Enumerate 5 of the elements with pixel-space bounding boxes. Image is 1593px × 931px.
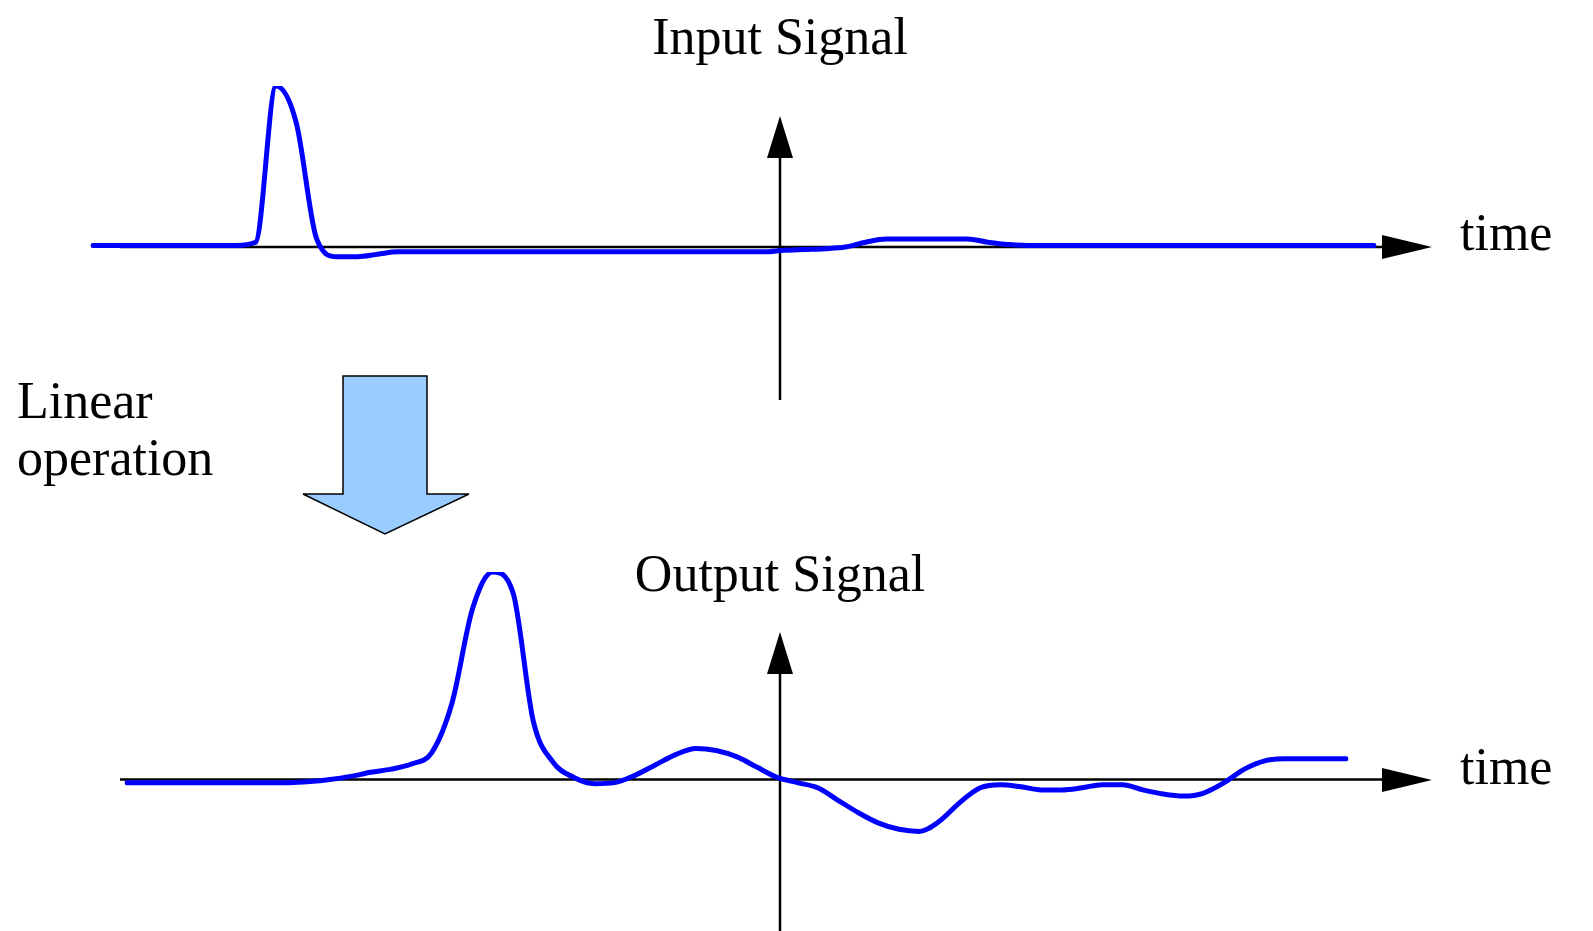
text: Linear operation bbox=[17, 372, 215, 487]
chart-title: Input Signal bbox=[652, 8, 908, 66]
chart-title: Output Signal bbox=[634, 545, 926, 603]
x-axis-title: time bbox=[1460, 204, 1553, 262]
x-axis-title: time bbox=[1460, 738, 1553, 796]
